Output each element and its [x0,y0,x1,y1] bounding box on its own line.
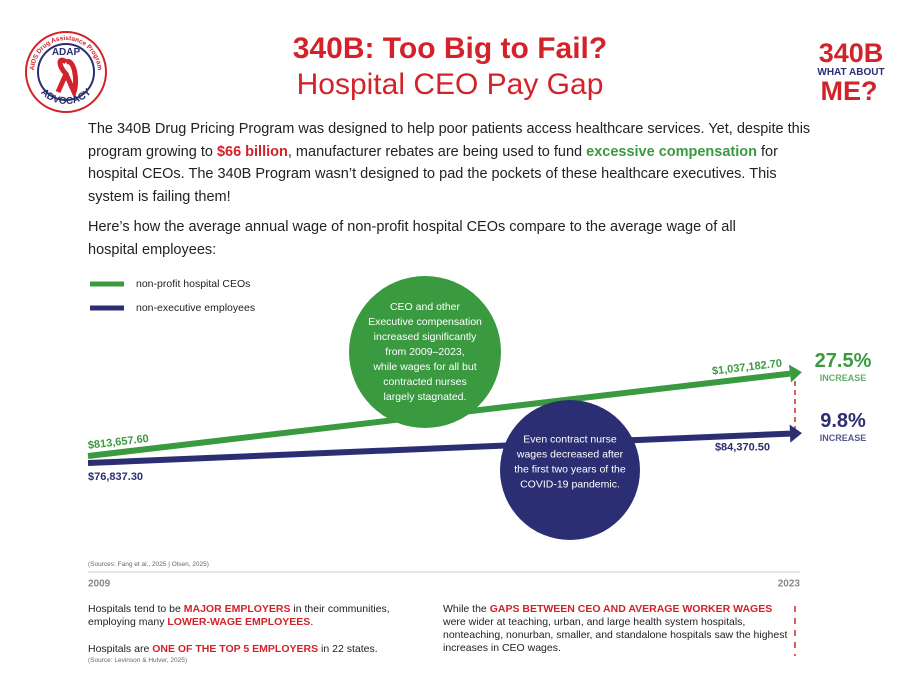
increase-pct: 9.8% [820,410,866,432]
callout-text: COVID-19 pandemic. [520,478,620,490]
arrowhead [789,424,802,443]
intro-text: for hospital CEOs. The 340B Program wasn… [88,143,778,205]
footer-left: Hospitals tend to be MAJOR EMPLOYERS in … [88,603,398,629]
text: While the [443,603,490,615]
text: Hospitals are [88,643,153,655]
intro-highlight: $66 billion [216,143,288,160]
increase-label: INCREASE [820,373,867,383]
intro-text: , manufacturer rebates are being used to… [287,143,587,160]
footer-right: While the GAPS BETWEEN CEO AND AVERAGE W… [443,603,788,655]
x-tick-label: 2009 [88,579,111,590]
lead: Here’s how the average annual wage of no… [88,219,736,258]
logo-right-1: 340B [819,38,884,68]
footer-left-2: Hospitals are ONE OF THE TOP 5 EMPLOYERS… [88,643,418,655]
intro-text: The 340B Drug Pricing Program was design… [88,121,811,160]
series-line [87,430,791,466]
text: in their communities, employing many [88,603,390,628]
text: Hospitals tend to be [88,603,184,615]
callout-text: increased significantly [374,331,477,343]
footer-source: (Source: Levinson & Hulver, 2025) [88,657,187,664]
callout-text: CEO and other [390,301,461,313]
intro: The 340B Drug Pricing Program was design… [88,118,823,208]
highlight: GAPS BETWEEN CEO AND AVERAGE WORKER WAGE… [489,603,773,615]
increase-label: INCREASE [820,433,867,443]
legend-label: non-executive employees [136,302,255,314]
highlight: MAJOR EMPLOYERS [183,603,291,615]
callout-circle [500,400,640,540]
logo-inner [37,43,95,101]
logo-top: ADAP [52,47,81,58]
arrowhead [788,364,802,383]
callout-text: Even contract nurse [523,433,617,445]
callout-text: Executive compensation [368,316,482,328]
callout-text: largely stagnated. [384,391,467,403]
callout-text: wages decreased after [516,448,624,460]
x-tick-label: 2023 [778,579,801,590]
logo-right-2: WHAT ABOUT [817,67,884,78]
title: 340B: Too Big to Fail? [293,32,607,65]
callout-text: the first two years of the [514,463,626,475]
text: were wider at teaching, urban, and large… [443,616,788,654]
callout-text: while wages for all but [372,361,476,373]
logo-right-3: ME? [821,76,878,106]
highlight: ONE OF THE TOP 5 EMPLOYERS [152,643,319,655]
subtitle: Hospital CEO Pay Gap [297,68,604,101]
callout-text: contracted nurses [383,376,466,388]
source: (Sources: Fang et al., 2025 | Olsen, 202… [88,561,209,568]
text: in 22 states. [318,643,378,655]
intro-highlight: excessive compensation [586,143,757,160]
increase-pct: 27.5% [815,350,872,372]
value-label: $76,837.30 [88,471,143,483]
highlight: LOWER-WAGE EMPLOYEES [167,616,311,628]
callout-text: from 2009–2023, [385,346,464,358]
ribbon [55,57,79,99]
text: . [310,616,314,628]
legend-label: non-profit hospital CEOs [136,278,250,290]
callout-circle [349,276,501,428]
value-label: $84,370.50 [715,441,770,453]
